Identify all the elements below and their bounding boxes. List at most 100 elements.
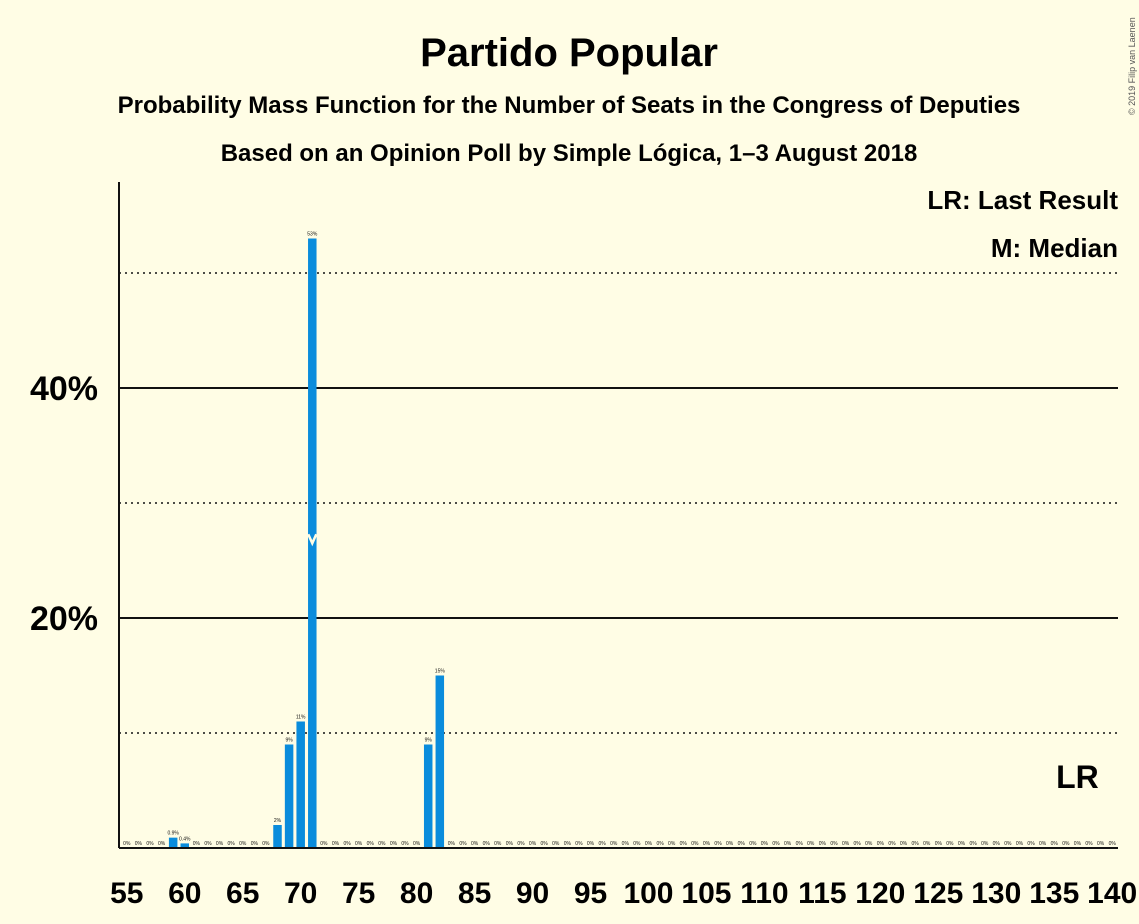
data-label-seat-65: 0%	[239, 841, 247, 847]
data-label-seat-102: 0%	[668, 841, 676, 847]
gridlines	[119, 272, 1118, 734]
data-label-seat-71: 53%	[307, 232, 318, 238]
data-label-seat-55: 0%	[123, 841, 131, 847]
data-label-seat-121: 0%	[888, 841, 896, 847]
data-label-seat-131: 0%	[1004, 841, 1012, 847]
data-label-seat-114: 0%	[807, 841, 815, 847]
x-tick-label: 55	[110, 877, 143, 910]
data-label-seat-116: 0%	[830, 841, 838, 847]
data-label-seat-134: 0%	[1039, 841, 1047, 847]
bar-seat-69	[284, 744, 294, 848]
data-label-seat-136: 0%	[1062, 841, 1070, 847]
x-tick-label: 125	[913, 877, 963, 910]
data-label-seat-79: 0%	[401, 841, 409, 847]
data-label-seat-64: 0%	[228, 841, 236, 847]
data-label-seat-84: 0%	[459, 841, 467, 847]
data-label-seat-127: 0%	[958, 841, 966, 847]
data-label-seat-124: 0%	[923, 841, 931, 847]
bar-seat-70	[296, 721, 305, 848]
x-tick-label: 65	[226, 877, 259, 910]
data-label-seat-117: 0%	[842, 841, 850, 847]
data-label-seat-87: 0%	[494, 841, 502, 847]
data-label-seat-97: 0%	[610, 841, 618, 847]
legend-median: M: Median	[991, 233, 1118, 263]
x-tick-label: 135	[1029, 877, 1079, 910]
x-tick-label: 110	[740, 877, 788, 910]
data-label-seat-132: 0%	[1016, 841, 1024, 847]
median-chevron	[307, 533, 318, 547]
data-label-seat-95: 0%	[587, 841, 595, 847]
last-result-marker: LR	[1056, 759, 1099, 795]
data-label-seat-108: 0%	[738, 841, 746, 847]
data-label-seat-125: 0%	[935, 841, 943, 847]
data-label-seat-86: 0%	[483, 841, 491, 847]
copyright-text: © 2019 Filip van Laenen	[1127, 17, 1137, 115]
data-label-seat-57: 0%	[146, 841, 154, 847]
data-label-seat-93: 0%	[564, 841, 572, 847]
data-label-seat-73: 0%	[332, 841, 340, 847]
data-label-seat-61: 0%	[193, 841, 201, 847]
x-tick-label: 115	[798, 877, 846, 910]
data-label-seat-81: 9%	[425, 738, 433, 744]
data-label-seat-98: 0%	[622, 841, 630, 847]
data-label-seat-128: 0%	[969, 841, 977, 847]
x-tick-label: 90	[516, 877, 549, 910]
data-label-seat-115: 0%	[819, 841, 827, 847]
x-tick-label: 70	[284, 877, 317, 910]
y-tick-label: 40%	[30, 370, 98, 408]
x-tick-label: 95	[574, 877, 607, 910]
median-marker	[307, 533, 318, 547]
x-tick-label: 105	[681, 877, 731, 910]
data-label-seat-68: 2%	[274, 818, 282, 824]
data-label-seat-140: 0%	[1109, 841, 1117, 847]
data-label-seat-80: 0%	[413, 841, 421, 847]
data-label-seat-122: 0%	[900, 841, 908, 847]
data-label-seat-94: 0%	[575, 841, 583, 847]
data-label-seat-101: 0%	[656, 841, 664, 847]
data-label-seat-62: 0%	[204, 841, 212, 847]
data-label-seat-123: 0%	[912, 841, 920, 847]
data-label-seat-58: 0%	[158, 841, 166, 847]
data-label-seat-92: 0%	[552, 841, 560, 847]
data-label-seat-104: 0%	[691, 841, 699, 847]
data-label-seat-100: 0%	[645, 841, 653, 847]
data-label-seat-56: 0%	[135, 841, 143, 847]
x-tick-label: 140	[1087, 877, 1137, 910]
data-label-seat-99: 0%	[633, 841, 641, 847]
data-label-seat-137: 0%	[1074, 841, 1082, 847]
data-label-seat-129: 0%	[981, 841, 989, 847]
bar-seat-81	[423, 744, 433, 848]
data-label-seat-113: 0%	[796, 841, 804, 847]
data-label-seat-135: 0%	[1051, 841, 1059, 847]
data-label-seat-82: 15%	[435, 669, 446, 675]
x-tick-label: 120	[855, 877, 905, 910]
data-label-seat-139: 0%	[1097, 841, 1105, 847]
y-tick-labels: 20% 40%	[30, 370, 98, 638]
x-tick-label: 80	[400, 877, 433, 910]
data-label-seat-133: 0%	[1027, 841, 1035, 847]
data-label-seat-59: 0.9%	[167, 831, 179, 837]
data-label-seat-67: 0%	[262, 841, 270, 847]
bar-series	[168, 238, 445, 848]
data-label-seat-118: 0%	[854, 841, 862, 847]
data-label-seat-75: 0%	[355, 841, 363, 847]
data-labels: 0% 0% 0% 0%0.9%0.4%0% 0% 0% 0% 0% 0% 0%2%9%11%53%…	[123, 232, 1116, 848]
bar-seat-68	[273, 825, 282, 848]
data-label-seat-83: 0%	[448, 841, 456, 847]
legend-last-result: LR: Last Result	[927, 185, 1118, 215]
x-tick-label: 130	[971, 877, 1021, 910]
x-tick-label: 100	[623, 877, 673, 910]
data-label-seat-88: 0%	[506, 841, 514, 847]
x-tick-label: 75	[342, 877, 375, 910]
data-label-seat-126: 0%	[946, 841, 954, 847]
data-label-seat-130: 0%	[993, 841, 1001, 847]
data-label-seat-76: 0%	[367, 841, 375, 847]
x-tick-labels: 55 60 65 70 75 80 85 90 95 100 105 110 115 120 125 130 1…	[110, 877, 1137, 910]
data-label-seat-110: 0%	[761, 841, 769, 847]
data-label-seat-112: 0%	[784, 841, 792, 847]
data-label-seat-106: 0%	[714, 841, 722, 847]
x-tick-label: 60	[168, 877, 201, 910]
data-label-seat-60: 0.4%	[179, 836, 191, 842]
data-label-seat-91: 0%	[541, 841, 549, 847]
data-label-seat-90: 0%	[529, 841, 537, 847]
